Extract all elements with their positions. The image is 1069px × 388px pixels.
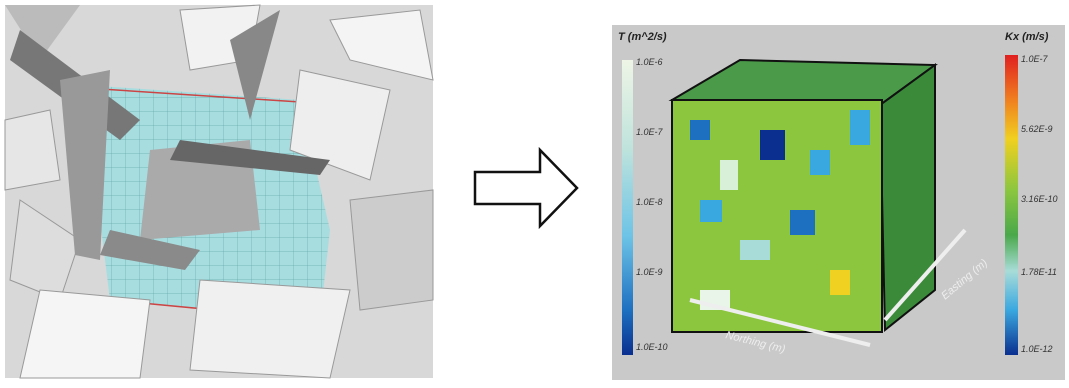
colorbar-label: 1.0E-7 — [636, 127, 664, 137]
colorbar-label: 1.0E-7 — [1021, 54, 1049, 64]
colorbar-label: 5.62E-9 — [1021, 124, 1053, 134]
colorbar-title: Kx (m/s) — [1005, 31, 1049, 43]
colorbar-label: 1.0E-9 — [636, 267, 663, 277]
colorbar-title: T (m^2/s) — [618, 31, 667, 43]
colorbar-label: 1.0E-8 — [636, 197, 663, 207]
colorbar-label: 1.78E-11 — [1021, 267, 1057, 277]
permeability-cube — [612, 25, 1065, 380]
fracture-network — [5, 5, 433, 378]
figure: T (m^2/s) 1.0E-6 1.0E-7 1.0E-8 1.0E-9 1.… — [0, 0, 1069, 383]
colorbar-label: 1.0E-6 — [636, 57, 663, 67]
colorbar-label: 1.0E-10 — [636, 342, 668, 352]
colorbar-label: 1.0E-12 — [1021, 344, 1053, 354]
colorbar-label: 3.16E-10 — [1021, 194, 1058, 204]
arrow — [475, 150, 577, 226]
